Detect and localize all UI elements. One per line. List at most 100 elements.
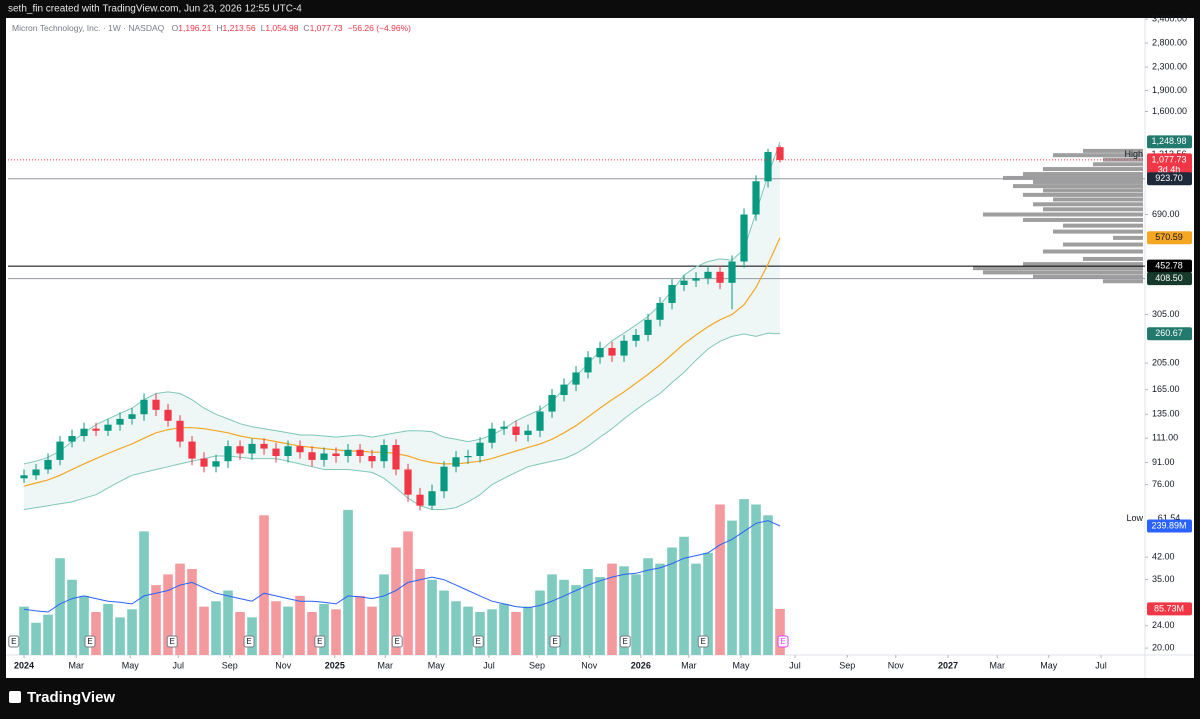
x-tick-label: Jul xyxy=(172,660,184,670)
profile-bar xyxy=(1053,153,1143,158)
brand-logo xyxy=(9,691,21,703)
candle-body xyxy=(284,446,292,457)
y-tick-label: 76.00 xyxy=(1152,479,1175,489)
volume-bar xyxy=(427,579,437,655)
low-text: Low xyxy=(1126,513,1143,523)
earnings-box xyxy=(619,635,631,648)
candle-body xyxy=(776,147,784,160)
ohlc-value: 1,196.21 xyxy=(178,23,211,33)
profile-bar xyxy=(1053,229,1143,234)
candle-body xyxy=(572,372,580,385)
volume-bar xyxy=(463,606,473,655)
candle-body xyxy=(224,446,232,462)
earnings-label: E xyxy=(246,637,251,646)
earnings-label: E xyxy=(476,637,481,646)
ohlc-key: O xyxy=(172,23,179,33)
volume-bar xyxy=(739,499,749,655)
candle-body xyxy=(536,411,544,431)
x-tick-label: Nov xyxy=(581,660,598,670)
earnings-box xyxy=(8,635,20,648)
x-tick-label: Mar xyxy=(68,660,84,670)
price-label: 923.70 xyxy=(1155,173,1183,183)
volume-bar xyxy=(571,585,581,655)
candle-body xyxy=(464,456,472,458)
volume-bar xyxy=(163,574,173,655)
earnings-box xyxy=(314,635,326,648)
volume-bar xyxy=(115,617,125,655)
volume-bar xyxy=(523,606,533,655)
profile-bar xyxy=(1063,223,1143,228)
profile-bar xyxy=(1113,235,1143,240)
candle-body xyxy=(20,475,28,479)
price-label-box xyxy=(1147,231,1192,245)
brand-name: TradingView xyxy=(27,689,115,706)
y-tick-label: 205.00 xyxy=(1152,357,1180,367)
volume-bar xyxy=(619,566,629,655)
ohlc-key: C xyxy=(303,23,309,33)
candle-body xyxy=(488,428,496,443)
profile-bar xyxy=(1023,217,1143,222)
volume-bar xyxy=(751,504,761,655)
x-tick-label: Sep xyxy=(222,660,238,670)
candle-body xyxy=(92,428,100,431)
candle-body xyxy=(272,448,280,457)
volume-bar xyxy=(319,603,329,655)
x-tick-label: 2025 xyxy=(325,660,345,670)
volume-bar xyxy=(235,611,245,655)
candle-body xyxy=(704,271,712,279)
candle-body xyxy=(248,443,256,454)
x-tick-label: May xyxy=(733,660,751,670)
earnings-label: E xyxy=(395,637,400,646)
price-label: 239.89M xyxy=(1151,520,1186,530)
profile-bar xyxy=(1023,192,1143,197)
earnings-box xyxy=(697,635,709,648)
volume-bar xyxy=(583,568,593,655)
earnings-label: E xyxy=(11,637,16,646)
x-tick-label: May xyxy=(428,660,446,670)
price-label: 260.67 xyxy=(1155,328,1183,338)
candle-body xyxy=(80,428,88,437)
earnings-box xyxy=(549,635,561,648)
volume-bar xyxy=(727,520,737,655)
volume-bar xyxy=(535,590,545,655)
symbol: Micron Technology, Inc. · 1W · NASDAQ xyxy=(12,23,165,33)
candle-body xyxy=(416,494,424,506)
candle-body xyxy=(500,426,508,429)
volume-bar xyxy=(451,601,461,655)
volume-bar xyxy=(187,568,197,655)
band-fill xyxy=(24,141,780,510)
y-tick-label: 2,300.00 xyxy=(1152,61,1187,71)
profile-bar xyxy=(1103,157,1143,162)
candle-body xyxy=(128,414,136,419)
price-label-box xyxy=(1147,602,1192,616)
earnings-label: E xyxy=(552,637,557,646)
profile-bar xyxy=(1043,167,1143,172)
candle-body xyxy=(668,284,676,303)
profile-bar xyxy=(1033,202,1143,207)
profile-bar xyxy=(1053,197,1143,202)
x-tick-label: Jul xyxy=(789,660,801,670)
price-label: 85.73M xyxy=(1154,603,1184,613)
candle-body xyxy=(188,441,196,459)
candle-body xyxy=(764,151,772,182)
candle-body xyxy=(608,347,616,356)
price-label: 1,077.73 xyxy=(1151,154,1186,164)
x-tick-label: Sep xyxy=(839,660,855,670)
candle-body xyxy=(164,409,172,421)
candle-body xyxy=(644,319,652,335)
candle-body xyxy=(392,445,400,470)
candle-body xyxy=(656,302,664,320)
price-label: 1,248.98 xyxy=(1151,136,1186,146)
x-tick-label: 2026 xyxy=(631,660,651,670)
volume-bar xyxy=(91,611,101,655)
candle-body xyxy=(32,469,40,476)
y-tick-label: 165.00 xyxy=(1152,384,1180,394)
candle-body xyxy=(332,453,340,457)
volume-bar xyxy=(775,608,785,655)
y-tick-label: 91.00 xyxy=(1152,457,1175,467)
y-tick-label: 2,800.00 xyxy=(1152,37,1187,47)
candle-body xyxy=(428,491,436,506)
volume-bar xyxy=(151,585,161,655)
candle-body xyxy=(320,453,328,460)
